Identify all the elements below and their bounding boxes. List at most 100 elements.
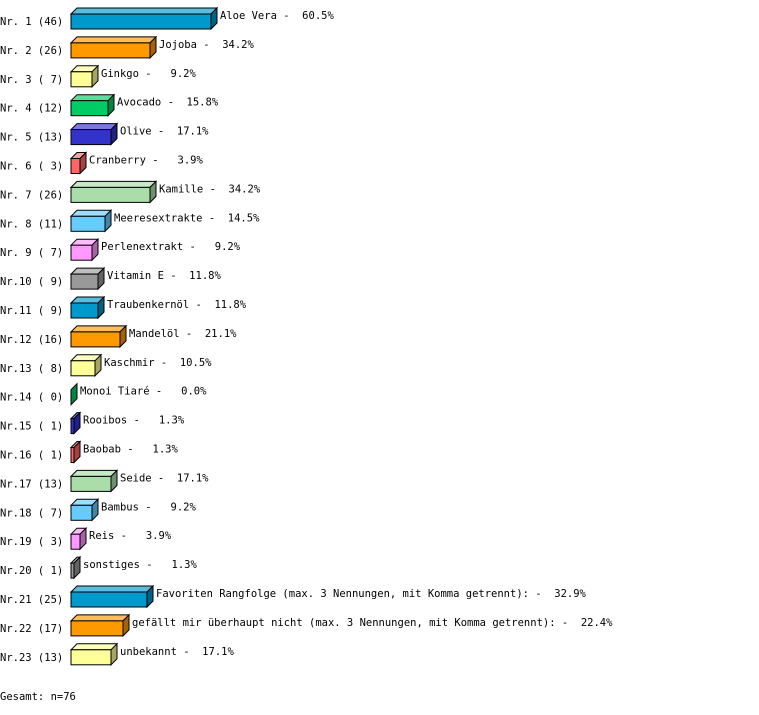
bar <box>70 475 112 492</box>
bar-side <box>97 295 105 320</box>
bar-side <box>91 64 99 89</box>
bar <box>70 71 93 88</box>
bar-side <box>104 209 112 233</box>
data-label: Jojoba - 34.2% <box>159 39 255 51</box>
category-label: Nr. 7 (26) <box>0 189 63 201</box>
data-label: Vitamin E - 11.8% <box>107 270 221 282</box>
category-label: Nr. 8 (11) <box>0 218 63 230</box>
bar-side <box>149 180 157 204</box>
bar-side <box>110 642 118 667</box>
data-label: Monoi Tiaré - 0.0% <box>80 386 207 398</box>
category-label: Nr.22 (17) <box>0 623 63 635</box>
category-label: Nr.23 (13) <box>0 652 63 664</box>
data-label: Rooibos - 1.3% <box>83 415 185 427</box>
bar-side <box>73 555 81 580</box>
category-label: Nr.20 ( 1) <box>0 565 63 577</box>
bar-side <box>79 151 87 175</box>
bar-side <box>70 382 78 406</box>
category-label: Nr. 4 (12) <box>0 103 63 115</box>
bar-side <box>149 35 157 60</box>
bar-top <box>69 209 113 217</box>
bar <box>70 186 151 203</box>
category-label: Nr. 3 ( 7) <box>0 74 63 86</box>
category-label: Nr. 1 (46) <box>0 16 63 28</box>
data-label: gefällt mir überhaupt nicht (max. 3 Nenn… <box>132 617 613 629</box>
category-label: Nr.12 (16) <box>0 334 63 346</box>
bar-side <box>210 6 218 31</box>
bar-side <box>94 353 102 378</box>
category-label: Nr.21 (25) <box>0 594 63 606</box>
data-label: Cranberry - 3.9% <box>89 155 203 167</box>
bar <box>70 591 148 608</box>
bar <box>70 42 151 59</box>
category-label: Nr.19 ( 3) <box>0 536 63 548</box>
category-label: Nr.15 ( 1) <box>0 421 63 433</box>
data-label: Kaschmir - 10.5% <box>104 357 212 369</box>
category-label: Nr.16 ( 1) <box>0 450 63 462</box>
bar <box>70 100 109 117</box>
bar-top <box>69 585 155 593</box>
data-label: Bambus - 9.2% <box>101 501 197 513</box>
category-label: Nr. 2 (26) <box>0 45 63 57</box>
data-label: Reis - 3.9% <box>89 530 172 542</box>
data-label: Mandelöl - 21.1% <box>129 328 237 340</box>
bar-top <box>69 7 219 15</box>
category-label: Nr.14 ( 0) <box>0 392 63 404</box>
data-label: unbekannt - 17.1% <box>120 646 234 658</box>
category-label: Nr.10 ( 9) <box>0 276 63 288</box>
data-label: Perlenextrakt - 9.2% <box>101 241 241 253</box>
data-label: Favoriten Rangfolge (max. 3 Nennungen, m… <box>156 588 587 600</box>
bar <box>70 620 124 637</box>
bar-chart: Nr. 1 (46) Aloe Vera - 60.5% Nr. 2 (26) Joj… <box>0 6 613 667</box>
bar-top <box>69 469 119 477</box>
bar-top <box>69 123 119 131</box>
bar-side <box>107 93 115 117</box>
bar-side <box>91 498 99 522</box>
data-label: Olive - 17.1% <box>120 126 209 138</box>
bar <box>70 158 81 174</box>
data-label: Meeresextrakte - 14.5% <box>114 212 260 224</box>
data-label: Ginkgo - 9.2% <box>101 68 197 80</box>
bar <box>70 244 93 261</box>
data-label: Aloe Vera - 60.5% <box>220 10 334 22</box>
bar <box>70 215 106 232</box>
bar <box>70 533 81 550</box>
bar-top <box>69 643 119 651</box>
bar-top <box>69 325 128 333</box>
data-label: sonstiges - 1.3% <box>83 559 197 571</box>
category-label: Nr.11 ( 9) <box>0 305 63 317</box>
bar-side <box>146 584 154 609</box>
bar-side <box>73 411 81 435</box>
data-label: Avocado - 15.8% <box>117 97 219 109</box>
bar <box>70 302 99 319</box>
bar <box>70 360 96 377</box>
bar-top <box>69 36 158 44</box>
bar-side <box>119 324 127 349</box>
bar-side <box>79 526 87 551</box>
category-label: Nr. 5 (13) <box>0 132 63 144</box>
bar-side <box>122 613 130 638</box>
bar-top <box>69 94 116 102</box>
category-label: Nr.13 ( 8) <box>0 363 63 375</box>
bar <box>70 504 93 521</box>
category-label: Nr. 6 ( 3) <box>0 161 63 173</box>
category-label: Nr. 9 ( 7) <box>0 247 63 259</box>
bar <box>70 13 212 30</box>
data-label: Kamille - 34.2% <box>159 183 261 195</box>
data-label: Seide - 17.1% <box>120 472 209 484</box>
total-count: Gesamt: n=76 <box>0 691 76 703</box>
bar <box>70 129 112 146</box>
bar-side <box>91 237 99 262</box>
bar-side <box>73 440 81 464</box>
bar-side <box>110 122 118 146</box>
category-label: Nr.17 (13) <box>0 478 63 490</box>
bar <box>70 649 112 666</box>
data-label: Traubenkernöl - 11.8% <box>107 299 247 311</box>
bar <box>70 273 99 290</box>
data-label: Baobab - 1.3% <box>83 444 179 456</box>
bar-side <box>97 266 105 291</box>
bar <box>70 331 121 348</box>
bar-side <box>110 469 118 493</box>
bar-top <box>69 614 131 622</box>
category-label: Nr.18 ( 7) <box>0 507 63 519</box>
